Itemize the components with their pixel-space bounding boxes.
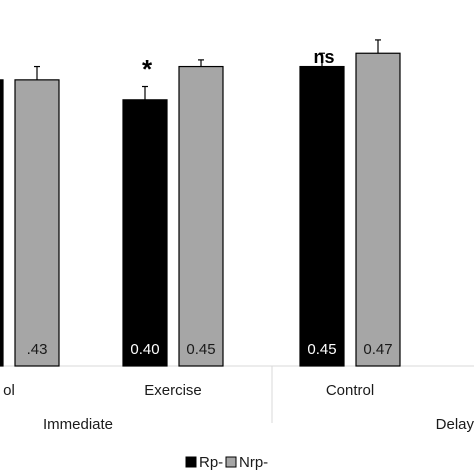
value-label: 0.47 — [363, 341, 392, 358]
value-label: 0.40 — [130, 341, 159, 358]
group-label: Immediate — [43, 416, 113, 433]
bar-rp-0 — [0, 79, 4, 367]
bar-nrp-2 — [355, 52, 401, 367]
bar-nrp-0 — [14, 79, 60, 367]
category-label: Control — [326, 382, 374, 399]
group-label: Delay — [436, 416, 474, 433]
bar-nrp-1 — [178, 65, 224, 367]
category-label: ol — [3, 382, 15, 399]
value-label: 0.45 — [186, 341, 215, 358]
bar-rp-1 — [122, 99, 168, 367]
value-label: .43 — [27, 341, 48, 358]
category-label: Exercise — [144, 382, 202, 399]
value-label: 0.45 — [307, 341, 336, 358]
legend-swatch — [185, 456, 197, 468]
legend-label: Nrp- — [239, 454, 268, 471]
significance-annotation: ns — [313, 47, 334, 67]
significance-annotation: * — [142, 54, 153, 84]
legend-swatch — [225, 456, 237, 468]
legend: Rp- Nrp- — [185, 454, 268, 471]
bar-rp-2 — [299, 65, 345, 367]
legend-label: Rp- — [199, 454, 223, 471]
